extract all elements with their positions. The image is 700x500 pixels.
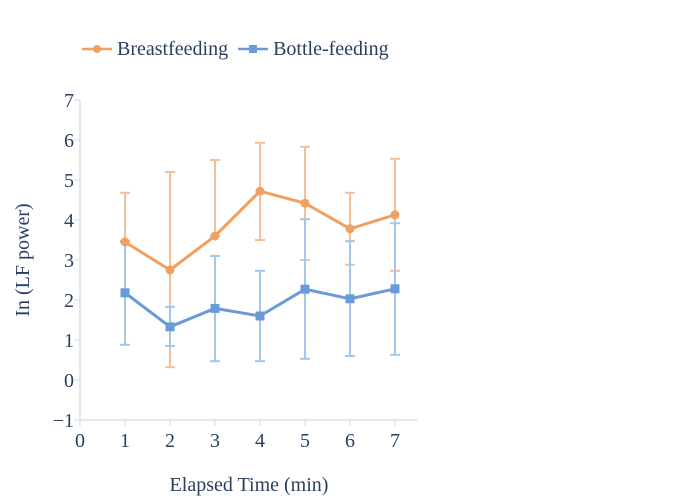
circle-marker-icon	[82, 45, 112, 53]
legend-item-bottle-feeding[interactable]: Bottle-feeding	[238, 37, 389, 61]
y-tick-label: 3	[64, 250, 74, 272]
error-bars	[120, 141, 400, 369]
y-tick-label: 6	[64, 130, 74, 152]
x-tick-label: 2	[165, 430, 175, 452]
x-tick-label: 0	[75, 430, 85, 452]
y-tick-label: 0	[64, 370, 74, 392]
breastfeeding-point	[300, 198, 310, 208]
bottle-feeding-point	[390, 284, 400, 294]
legend-label: Bottle-feeding	[273, 37, 389, 60]
bottle-feeding-point	[300, 284, 310, 294]
x-tick-label: 5	[300, 430, 310, 452]
legend: Breastfeeding Bottle-feeding	[82, 37, 399, 61]
y-tick-label: 7	[64, 90, 74, 112]
x-tick-label: 3	[210, 430, 220, 452]
bottle-feeding-point	[120, 288, 130, 298]
y-tick-label: −1	[53, 410, 74, 432]
x-tick-label: 6	[345, 430, 355, 452]
y-tick-label: 1	[64, 330, 74, 352]
square-marker-icon	[238, 45, 269, 53]
legend-label: Breastfeeding	[117, 37, 229, 60]
y-tick-label: 4	[64, 210, 74, 232]
axes	[74, 99, 417, 426]
breastfeeding-point	[345, 224, 355, 234]
y-tick-label: 5	[64, 170, 74, 192]
x-tick-labels: 0 1 2 3 4 5 6 7	[75, 430, 400, 452]
breastfeeding-point	[165, 265, 175, 275]
x-tick-label: 7	[390, 430, 400, 452]
breastfeeding-point	[255, 186, 265, 196]
bottle-feeding-point	[210, 303, 220, 313]
legend-item-breastfeeding[interactable]: Breastfeeding	[82, 37, 228, 61]
breastfeeding-point	[210, 231, 220, 241]
bottle-feeding-point	[165, 322, 175, 332]
x-tick-label: 4	[255, 430, 265, 452]
bottle-feeding-point	[255, 311, 265, 321]
series-markers	[120, 186, 400, 332]
y-axis-label: In (LF power)	[12, 203, 34, 316]
x-axis-label: Elapsed Time (min)	[170, 474, 329, 496]
breastfeeding-point	[120, 237, 130, 247]
y-tick-labels: −1 0 1 2 3 4 5 6 7	[53, 90, 74, 432]
breastfeeding-point	[390, 210, 400, 220]
x-tick-label: 1	[120, 430, 130, 452]
bottle-feeding-point	[345, 294, 355, 304]
y-tick-label: 2	[64, 290, 74, 312]
